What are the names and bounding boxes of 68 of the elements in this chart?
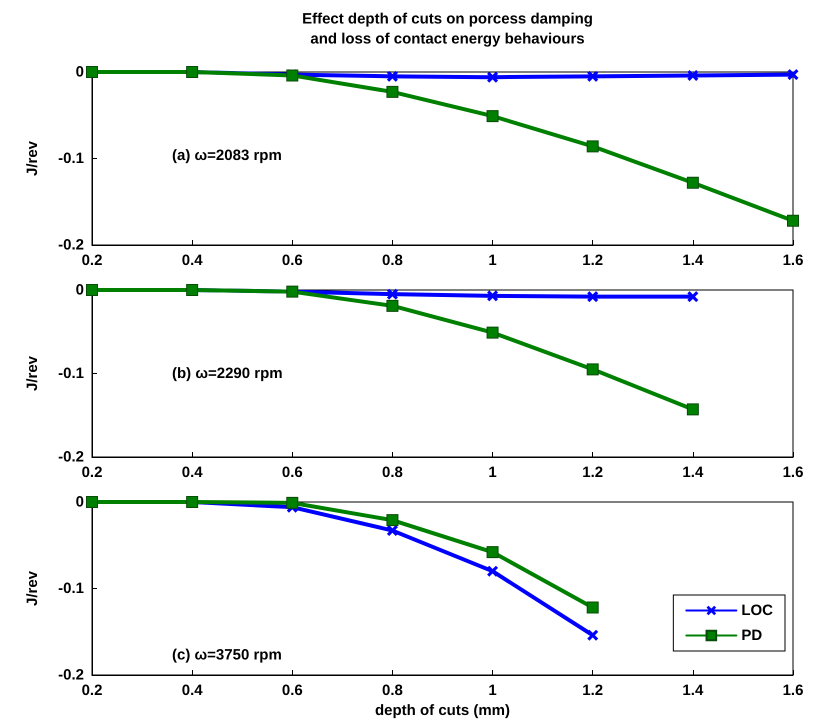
y-tick-label: -0.2 xyxy=(58,236,84,254)
x-tick-label: 1.4 xyxy=(682,464,704,481)
x-tick-label: 1 xyxy=(488,464,497,481)
annotation: (c) ω=3750 rpm xyxy=(172,646,282,664)
point xyxy=(587,291,598,302)
x-tick-label: 0.6 xyxy=(282,682,303,699)
point xyxy=(386,300,398,312)
x-tick-label: 1.2 xyxy=(582,252,604,269)
point xyxy=(687,70,698,81)
x-tick-label: 1.2 xyxy=(582,464,604,481)
point xyxy=(587,630,598,641)
x-tick-label: 1.6 xyxy=(782,252,804,269)
y-axis-title: J/rev xyxy=(24,570,41,606)
x-tick-label: 0.6 xyxy=(282,464,303,481)
x-tick-label: 0.8 xyxy=(382,464,403,481)
point xyxy=(487,290,498,302)
y-tick-label: -0.2 xyxy=(58,448,84,466)
y-tick-label: -0.2 xyxy=(58,666,84,684)
annotation: (a) ω=2083 rpm xyxy=(172,147,282,164)
point xyxy=(486,326,499,339)
legend-label: LOC xyxy=(741,602,774,619)
x-tick-label: 0.4 xyxy=(182,682,204,699)
point xyxy=(686,176,699,189)
x-tick-label: 1.6 xyxy=(782,464,804,481)
x-tick-label: 0.6 xyxy=(282,252,303,269)
y-axis-title: J/rev xyxy=(24,355,41,392)
y-axis-title: J/rev xyxy=(24,140,41,176)
point xyxy=(386,525,398,536)
y-tick-label: -0.1 xyxy=(58,150,84,167)
y-tick-label: -0.1 xyxy=(58,580,84,597)
x-tick-label: 1.4 xyxy=(682,252,704,269)
point xyxy=(386,70,398,82)
x-tick-label: 0.2 xyxy=(82,682,102,699)
annotation: (b) ω=2290 rpm xyxy=(172,365,283,382)
x-tick-label: 1 xyxy=(488,682,497,699)
x-tick-label: 0.8 xyxy=(382,252,403,269)
point xyxy=(587,70,598,82)
point xyxy=(586,602,599,614)
point xyxy=(487,72,498,83)
x-tick-label: 0.4 xyxy=(182,464,204,481)
point xyxy=(487,566,498,577)
point xyxy=(586,363,599,376)
point xyxy=(486,546,499,558)
point xyxy=(486,110,499,122)
legend-label: PD xyxy=(741,627,762,644)
x-tick-label: 1.4 xyxy=(682,682,704,699)
point xyxy=(686,403,699,416)
x-tick-label: 0.2 xyxy=(82,252,102,269)
y-tick-label: 0 xyxy=(76,282,84,298)
point xyxy=(386,514,398,526)
point xyxy=(788,69,798,80)
point xyxy=(787,214,799,227)
point xyxy=(687,291,698,302)
point xyxy=(286,496,298,509)
y-tick-label: 0 xyxy=(76,494,84,510)
chart-title: Effect depth of cuts on porcess damping and loss of contact energy behaviours xyxy=(302,10,593,48)
x-tick-label: 0.4 xyxy=(182,252,204,269)
x-tick-label: 0.8 xyxy=(382,682,403,699)
y-tick-label: 0 xyxy=(76,64,84,80)
point xyxy=(386,288,398,300)
x-tick-label: 0.2 xyxy=(82,464,102,481)
x-axis-title: depth of cuts (mm) xyxy=(375,702,510,719)
x-tick-label: 1.2 xyxy=(582,682,604,699)
y-tick-label: -0.1 xyxy=(58,365,84,382)
x-tick-label: 1.6 xyxy=(782,682,804,699)
x-tick-label: 1 xyxy=(488,252,497,269)
point xyxy=(586,140,599,152)
point xyxy=(386,86,398,98)
